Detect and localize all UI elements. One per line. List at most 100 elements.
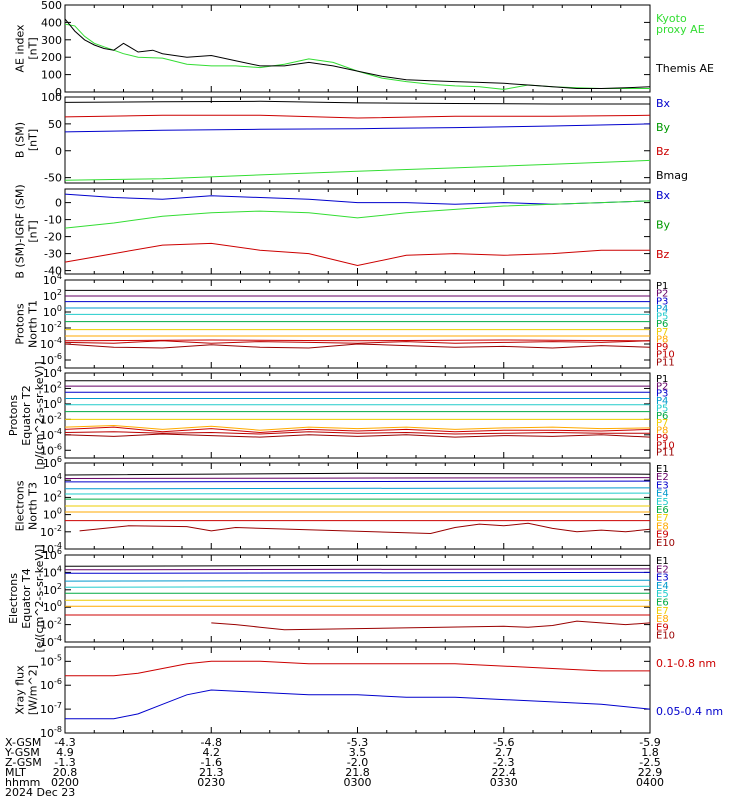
- y-axis-label: North T1: [27, 300, 40, 348]
- y-tick-label: 0: [55, 86, 62, 99]
- y-tick-label: 500: [41, 0, 62, 12]
- legend-entry: proxy AE: [656, 23, 705, 36]
- legend-entry: E1: [656, 556, 669, 567]
- panel-frame: [64, 646, 651, 734]
- legend-entry: P2: [656, 381, 668, 392]
- ephemeris-value: 1.8: [641, 746, 659, 759]
- ephemeris-value: 22.4: [492, 766, 517, 779]
- legend-entry: By: [656, 219, 671, 232]
- y-tick-label: 10-7: [40, 701, 62, 716]
- y-tick-label: 104: [43, 564, 62, 579]
- panel-frame: [64, 4, 651, 93]
- legend-entry: P7: [656, 418, 668, 429]
- legend-entry: P2: [656, 289, 668, 300]
- y-tick-label: 106: [43, 455, 62, 470]
- ephemeris-value: 21.3: [199, 766, 224, 779]
- y-tick-label: 0: [55, 145, 62, 158]
- y-tick-label: 50: [48, 118, 62, 131]
- legend-entry: P11: [656, 357, 675, 368]
- series-0-05-0-4-nm: [65, 689, 651, 720]
- legend-entry: P1: [656, 374, 668, 385]
- ephemeris-value: -5.3: [347, 736, 368, 749]
- panel-7: 106 104 102 100 10-2 10-4 Electrons Equator T4[…: [7, 544, 675, 652]
- series-e1: [64, 472, 651, 476]
- legend-entry: P8: [656, 426, 668, 437]
- y-axis-label: Electrons: [14, 480, 27, 531]
- y-axis-label: [nT]: [27, 220, 40, 242]
- series-e10: [211, 620, 651, 631]
- legend-entry: E1: [656, 464, 669, 475]
- legend-entry: By: [656, 121, 671, 134]
- y-tick-label: 100: [41, 91, 62, 104]
- y-tick-label: 10-2: [40, 411, 62, 426]
- legend-entry: Bmag: [656, 169, 688, 182]
- ephemeris-label: MLT: [5, 766, 26, 779]
- ephemeris-value: 4.2: [203, 746, 221, 759]
- y-tick-label: 10-2: [40, 320, 62, 335]
- y-tick-label: 10-4: [40, 541, 62, 556]
- ephemeris-value: -4.3: [54, 736, 75, 749]
- legend-entry: E5: [656, 497, 669, 508]
- y-tick-label: 10-2: [40, 524, 62, 539]
- y-tick-label: 106: [43, 547, 62, 562]
- y-axis-label: Protons: [14, 303, 27, 344]
- y-axis-label: [p/(cm^2-s-sr-keV)]: [33, 361, 46, 469]
- ephemeris-table: X-GSM -4.3 -4.8 -5.3 -5.6 -5.9 Y-GSM 4.9 4.2 3.5 2…: [4, 736, 664, 799]
- series-themis-ae: [64, 18, 651, 89]
- legend-entry: P3: [656, 389, 668, 400]
- panel-8: 10-5 10-6 10-7 10-8 Xray flux [W/m^2] 0.1-0.8 …: [14, 646, 723, 740]
- legend-entry: P4: [656, 304, 668, 315]
- y-tick-label: 104: [43, 365, 62, 380]
- y-tick-label: 10-2: [40, 617, 62, 632]
- y-tick-label: 0: [55, 197, 62, 210]
- panel-3: -40 -30 -20 -10 0 B (SM)-IGRF (SM) [nT] Bx By Bz: [14, 184, 671, 278]
- ephemeris-value: 0230: [197, 776, 225, 789]
- y-axis-label: Equator T4: [20, 568, 33, 628]
- legend-entry: E10: [656, 538, 675, 549]
- y-tick-label: 10-8: [40, 725, 62, 740]
- legend-entry: E2: [656, 472, 669, 483]
- y-tick-label: 10-6: [40, 352, 62, 367]
- y-tick-label: -20: [44, 231, 62, 244]
- ephemeris-label: hhmm: [5, 776, 40, 789]
- y-tick-label: 102: [43, 380, 62, 395]
- series-p8: [64, 424, 651, 431]
- ephemeris-label: Z-GSM: [5, 756, 42, 769]
- ephemeris-value: -1.3: [54, 756, 75, 769]
- ephemeris-value: 4.9: [56, 746, 74, 759]
- panel-frame: [64, 96, 651, 184]
- y-tick-label: 100: [43, 507, 62, 522]
- y-tick-label: 100: [43, 396, 62, 411]
- series-e10: [79, 522, 651, 535]
- legend-entry: P10: [656, 440, 675, 451]
- y-tick-label: -50: [44, 172, 62, 185]
- ephemeris-value: 21.8: [345, 766, 370, 779]
- series-bz: [64, 242, 650, 267]
- legend-entry: Bx: [656, 97, 671, 110]
- series-bx: [64, 123, 651, 133]
- y-tick-label: 10-4: [40, 427, 62, 442]
- legend-entry: E7: [656, 606, 669, 617]
- legend-entry: E3: [656, 573, 669, 584]
- ephemeris-value: -4.8: [201, 736, 222, 749]
- y-tick-label: -10: [44, 214, 62, 227]
- ephemeris-value: 22.9: [638, 766, 663, 779]
- ephemeris-value: 3.5: [349, 746, 367, 759]
- date-label: 2024 Dec 23: [5, 786, 75, 799]
- series-e4: [64, 579, 651, 582]
- legend-entry: Kyoto: [656, 12, 687, 25]
- legend-entry: 0.05-0.4 nm: [656, 705, 723, 718]
- legend-entry: P6: [656, 411, 668, 422]
- legend-entry: E6: [656, 505, 669, 516]
- series-kyoto-proxy-ae: [64, 23, 650, 90]
- y-axis-label: [nT]: [27, 37, 40, 59]
- y-tick-label: 10-4: [40, 634, 62, 649]
- ephemeris-value: -5.9: [639, 736, 660, 749]
- legend-entry: P9: [656, 433, 668, 444]
- y-axis-label: B (SM): [14, 122, 27, 158]
- legend-entry: E2: [656, 564, 669, 575]
